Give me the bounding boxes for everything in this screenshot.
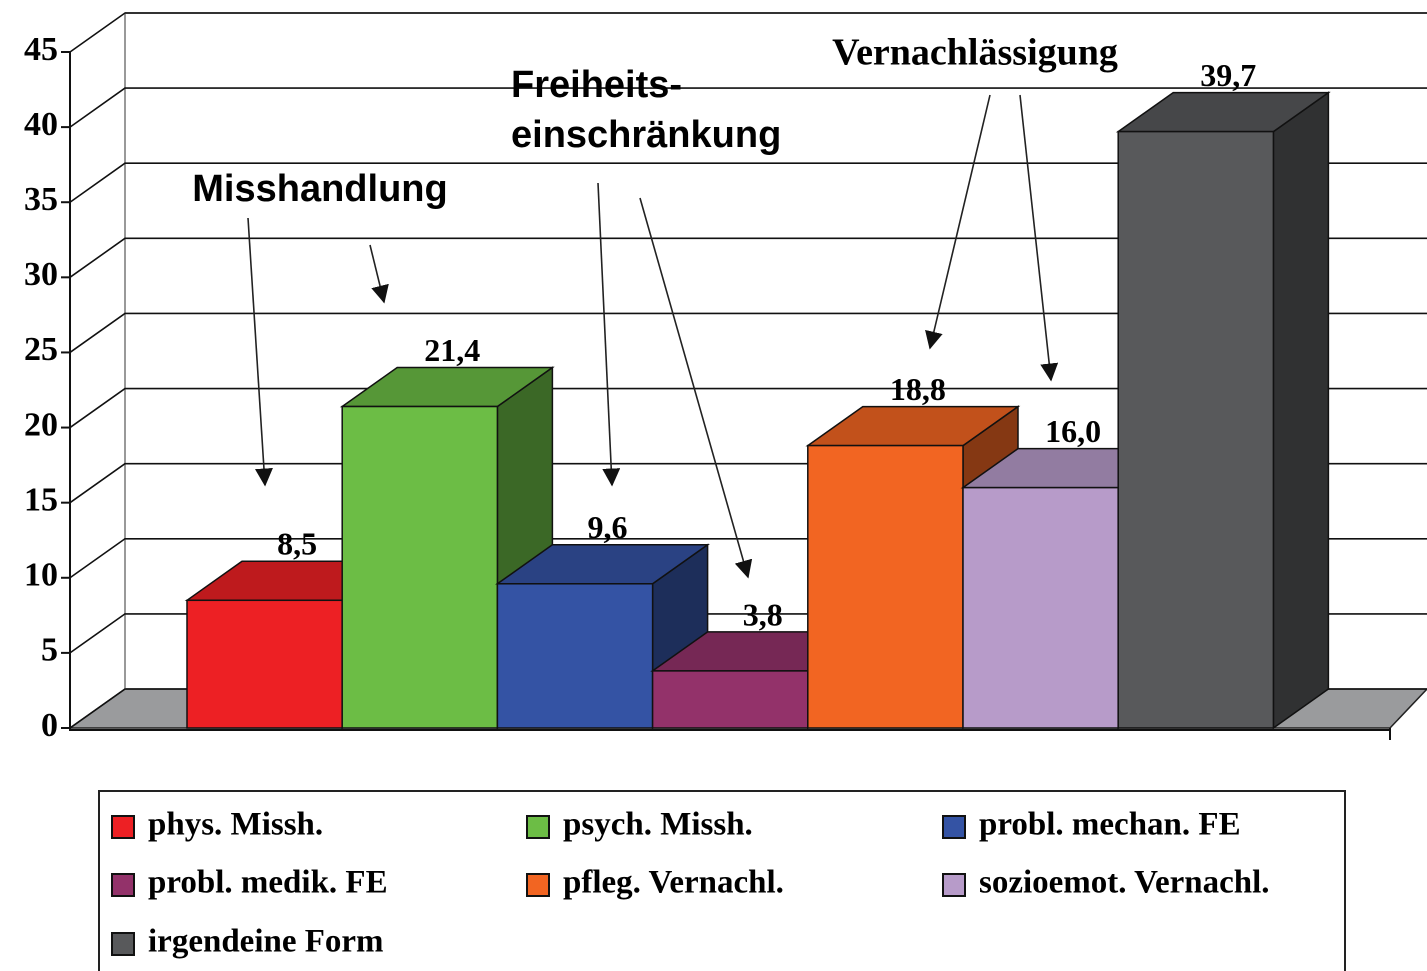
legend-swatch — [942, 873, 966, 897]
y-tick-label: 15 — [24, 481, 58, 518]
legend-label: phys. Missh. — [148, 807, 323, 843]
y-tick-label: 40 — [24, 106, 58, 143]
value-label: 16,0 — [1045, 413, 1101, 449]
grid-line — [69, 312, 1427, 354]
arrow — [639, 197, 753, 579]
annotation: Misshandlung — [192, 168, 447, 210]
legend-items: phys. Missh. psych. Missh. probl. mechan. … — [111, 807, 1270, 960]
legend-label: pfleg. Vernachl. — [563, 865, 784, 901]
legend-swatch — [111, 815, 135, 839]
bar — [341, 405, 499, 729]
y-tick-label: 0 — [41, 707, 58, 744]
y-tick-label: 20 — [24, 406, 58, 443]
value-label: 21,4 — [424, 332, 480, 368]
bars: 8,5 21,4 9,6 3,8 18,8 16,0 39,7 — [184, 57, 1331, 730]
y-tick-label: 35 — [24, 181, 58, 218]
value-label: 39,7 — [1200, 57, 1256, 93]
grid-line — [69, 12, 1427, 53]
grid-line — [69, 162, 1427, 203]
grid-line — [69, 237, 1427, 278]
y-tick-label: 45 — [24, 31, 58, 68]
value-label: 3,8 — [743, 596, 783, 632]
bar — [962, 486, 1119, 729]
bar — [807, 444, 964, 729]
legend-label: sozioemot. Vernachl. — [979, 865, 1270, 901]
legend-label: probl. medik. FE — [148, 865, 388, 901]
legend-label: irgendeine Form — [148, 924, 384, 960]
arrows — [247, 94, 1059, 579]
bar — [651, 670, 809, 729]
legend-swatch — [526, 815, 550, 839]
y-tick-label: 10 — [24, 557, 58, 594]
grid-line — [69, 87, 1427, 128]
legend-swatch — [111, 932, 135, 956]
annotation: Freiheits- — [511, 64, 682, 106]
bar — [496, 583, 654, 729]
legend-swatch — [942, 815, 966, 839]
arrow — [247, 217, 273, 487]
annotation: einschränkung — [511, 114, 781, 156]
annotation: Vernachlässigung — [832, 32, 1118, 74]
bar-side — [1272, 91, 1330, 730]
bar-group: 39,7 — [1115, 57, 1331, 730]
legend-swatch — [526, 873, 550, 897]
legend-swatch — [111, 873, 135, 897]
y-tick-label: 25 — [24, 331, 58, 368]
value-label: 9,6 — [588, 509, 628, 545]
value-label: 8,5 — [277, 526, 317, 562]
bar — [186, 599, 343, 729]
legend-label: probl. mechan. FE — [979, 807, 1241, 843]
arrow — [925, 94, 991, 350]
arrow — [369, 244, 389, 304]
legend-label: psych. Missh. — [563, 807, 753, 843]
y-tick-label: 30 — [24, 256, 58, 293]
y-tick-label: 5 — [41, 632, 58, 669]
arrow — [597, 182, 621, 487]
bar — [1117, 130, 1275, 729]
value-label: 18,8 — [890, 371, 946, 407]
grid-line — [69, 387, 1427, 429]
legend — [98, 790, 1346, 971]
arrow — [1019, 94, 1059, 382]
